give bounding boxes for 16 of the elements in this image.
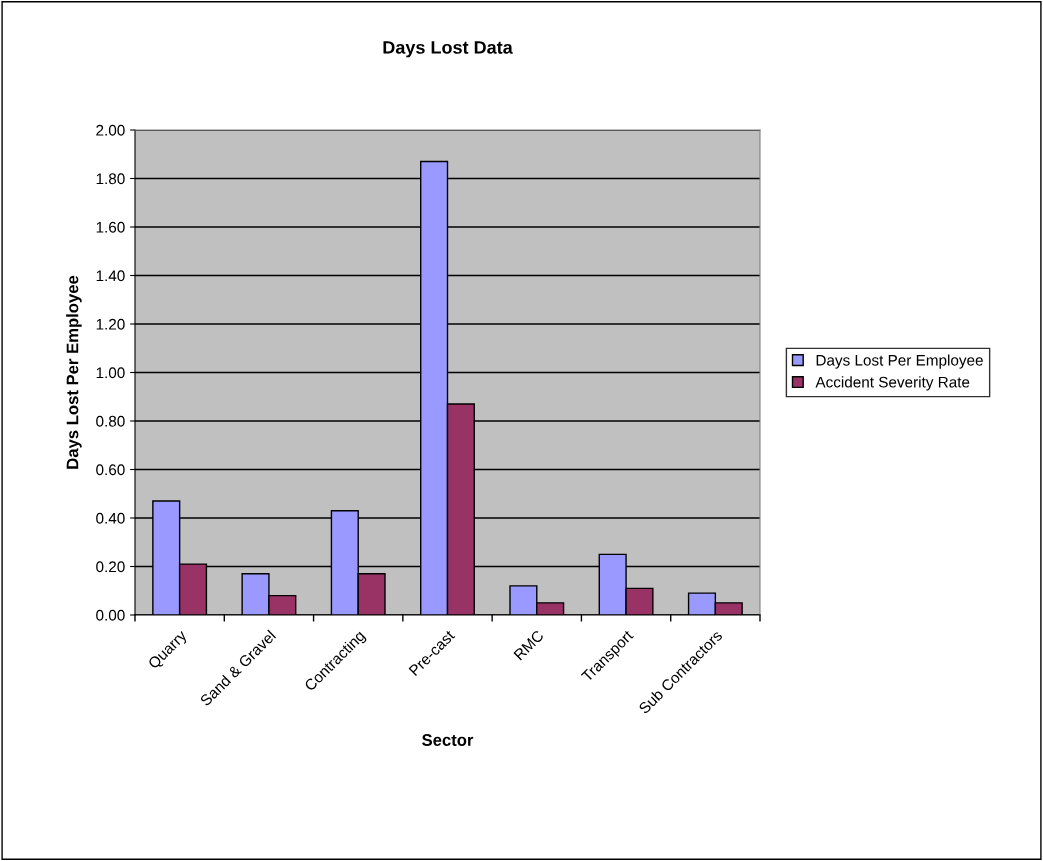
legend-label: Accident Severity Rate — [815, 376, 970, 391]
y-tick-label: 1.20 — [96, 318, 125, 330]
y-tick-label: 0.40 — [96, 512, 125, 524]
y-tick-label: 0.60 — [96, 464, 125, 476]
y-tick-label: 0.00 — [96, 609, 125, 621]
y-axis-title: Days Lost Per Employee — [66, 275, 82, 469]
legend-label: Days Lost Per Employee — [816, 354, 983, 369]
x-axis-title: Sector — [422, 734, 474, 746]
y-tick-label: 0.20 — [96, 561, 125, 573]
y-tick-label: 1.40 — [96, 270, 125, 282]
y-tick-label: 1.80 — [96, 173, 125, 185]
y-tick-label: 1.00 — [96, 367, 125, 379]
y-tick-label: 1.60 — [96, 221, 125, 233]
y-tick-label: 2.00 — [96, 124, 125, 136]
chart-title: Days Lost Data — [383, 41, 513, 58]
y-tick-label: 0.80 — [96, 415, 125, 427]
